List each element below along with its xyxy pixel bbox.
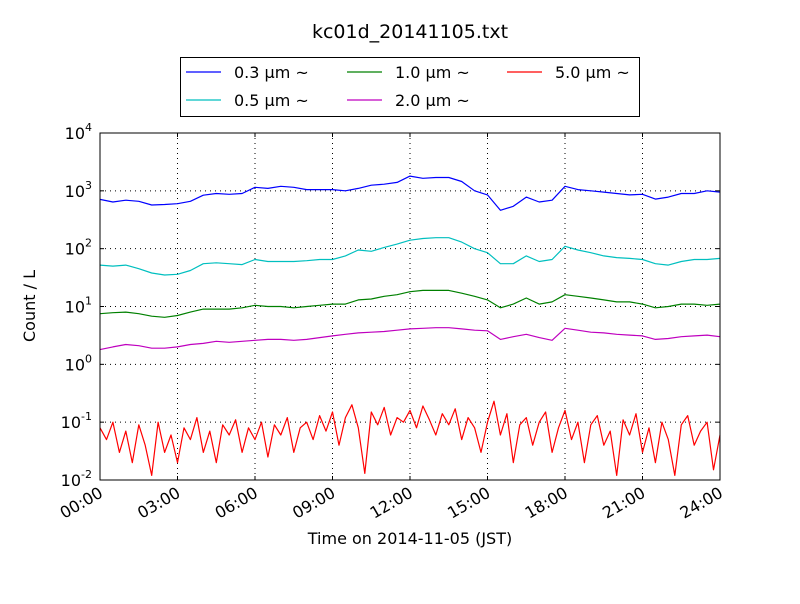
y-tick-label: 10-2 bbox=[61, 468, 92, 490]
series-line-0-3 bbox=[99, 175, 721, 211]
x-tick-label: 12:00 bbox=[367, 483, 416, 523]
legend-label: 1.0 μm ~ bbox=[395, 63, 470, 82]
y-tick-label: 100 bbox=[65, 352, 92, 374]
y-tick-base: 10 bbox=[65, 124, 85, 143]
y-tick-base: 10 bbox=[61, 413, 81, 432]
x-tick-label: 24:00 bbox=[677, 483, 726, 523]
y-tick-exponent: 0 bbox=[85, 352, 92, 365]
series-line-5-0 bbox=[99, 400, 721, 476]
legend-label: 0.3 μm ~ bbox=[234, 63, 309, 82]
y-tick-exponent: 3 bbox=[85, 179, 92, 192]
x-tick-label: 03:00 bbox=[134, 483, 183, 523]
y-tick-base: 10 bbox=[61, 471, 81, 490]
axis-ticks: 00:00 03:00 06:00 09:00 12:00 15:00 18:00 21:00… bbox=[57, 121, 726, 523]
y-tick-exponent: -1 bbox=[81, 410, 92, 423]
chart-title: kc01d_20141105.txt bbox=[312, 21, 508, 43]
y-tick-base: 10 bbox=[65, 240, 85, 259]
legend: 0.3 μm ~ 1.0 μm ~ 5.0 μm ~ 0.5 μm ~ 2.0 μm ~ bbox=[180, 57, 640, 117]
y-tick-exponent: -2 bbox=[81, 468, 92, 481]
y-tick-exponent: 4 bbox=[85, 121, 92, 134]
y-tick-label: 104 bbox=[65, 121, 92, 143]
x-axis-label: Time on 2014-11-05 (JST) bbox=[307, 529, 512, 548]
y-tick-label: 101 bbox=[65, 295, 92, 317]
x-tick-label: 21:00 bbox=[599, 483, 648, 523]
x-tick-label: 06:00 bbox=[212, 483, 261, 523]
series-lines bbox=[99, 175, 721, 476]
y-tick-base: 10 bbox=[65, 355, 85, 374]
legend-frame bbox=[180, 57, 640, 117]
y-tick-label: 10-1 bbox=[61, 410, 92, 432]
grid bbox=[100, 133, 720, 480]
series-line-1-0 bbox=[99, 289, 721, 318]
x-tick-label: 18:00 bbox=[522, 483, 571, 523]
y-tick-exponent: 2 bbox=[85, 237, 92, 250]
x-tick-label: 09:00 bbox=[289, 483, 338, 523]
y-axis-label: Count / L bbox=[20, 270, 39, 342]
x-tick-label: 15:00 bbox=[444, 483, 493, 523]
y-tick-label: 102 bbox=[65, 237, 92, 259]
series-line-2-0 bbox=[99, 327, 721, 351]
y-tick-label: 103 bbox=[65, 179, 92, 201]
y-tick-exponent: 1 bbox=[85, 295, 92, 308]
legend-label: 0.5 μm ~ bbox=[234, 91, 309, 110]
legend-label: 2.0 μm ~ bbox=[395, 91, 470, 110]
y-tick-base: 10 bbox=[65, 298, 85, 317]
series-line-0-5 bbox=[99, 237, 721, 276]
legend-label: 5.0 μm ~ bbox=[555, 63, 630, 82]
y-tick-base: 10 bbox=[65, 182, 85, 201]
